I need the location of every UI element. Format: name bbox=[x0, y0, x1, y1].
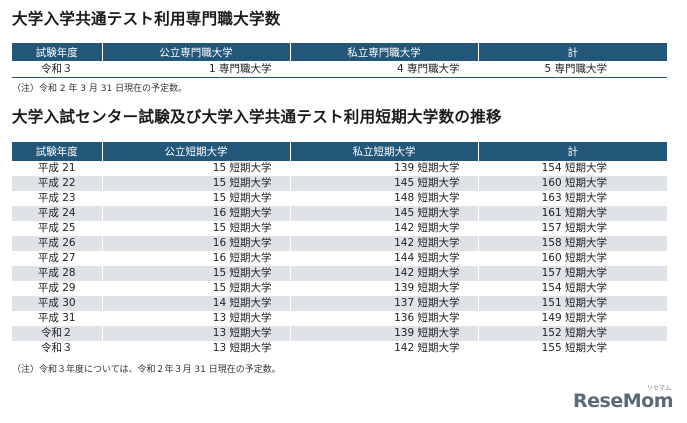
table-row: 令和３ 1 専門職大学 4 専門職大学 5 専門職大学 bbox=[12, 61, 667, 78]
table-row: 平成 31 13 短期大学 136 短期大学 149 短期大学 bbox=[12, 311, 667, 326]
private-count-cell: 136 短期大学 bbox=[290, 311, 479, 326]
private-count-cell: 139 短期大学 bbox=[290, 161, 479, 176]
total-count-cell: 154 短期大学 bbox=[478, 161, 667, 176]
private-count-cell: 148 短期大学 bbox=[290, 191, 479, 206]
private-count-cell: 145 短期大学 bbox=[290, 206, 479, 221]
public-count-cell: 13 短期大学 bbox=[102, 341, 291, 356]
private-count-cell: 144 短期大学 bbox=[290, 251, 479, 266]
total-count-cell: 158 短期大学 bbox=[478, 236, 667, 251]
section2-note: （注）令和３年度については、令和２年３月 31 日現在の予定数。 bbox=[12, 365, 281, 375]
private-count-cell: 145 短期大学 bbox=[290, 176, 479, 191]
total-count-cell: 154 短期大学 bbox=[478, 281, 667, 296]
table-row: 平成 30 14 短期大学 137 短期大学 151 短期大学 bbox=[12, 296, 667, 311]
table-row: 平成 22 15 短期大学 145 短期大学 160 短期大学 bbox=[12, 176, 667, 191]
logo-ruby: リセマム bbox=[646, 385, 671, 392]
header-cell: 試験年度 bbox=[12, 43, 103, 61]
header-cell: 計 bbox=[478, 43, 667, 61]
total-count-cell: 161 短期大学 bbox=[478, 206, 667, 221]
public-count-cell: 15 短期大学 bbox=[102, 191, 291, 206]
total-count-cell: 152 短期大学 bbox=[478, 326, 667, 341]
total-count-cell: 151 短期大学 bbox=[478, 296, 667, 311]
private-count-cell: 142 短期大学 bbox=[290, 266, 479, 281]
year-cell: 令和２ bbox=[12, 326, 103, 341]
junior-college-table: 試験年度 公立短期大学 私立短期大学 計 平成 21 15 短期大学 139 短期大… bbox=[12, 142, 667, 356]
public-count-cell: 15 短期大学 bbox=[102, 161, 291, 176]
table-row: 平成 24 16 短期大学 145 短期大学 161 短期大学 bbox=[12, 206, 667, 221]
private-count-cell: 139 短期大学 bbox=[290, 326, 479, 341]
total-count-cell: 160 短期大学 bbox=[478, 176, 667, 191]
year-cell: 平成 28 bbox=[12, 266, 103, 281]
table-row: 平成 26 16 短期大学 142 短期大学 158 短期大学 bbox=[12, 236, 667, 251]
resemom-logo: ReseMom bbox=[573, 390, 673, 412]
total-count-cell: 160 短期大学 bbox=[478, 251, 667, 266]
section2-title: 大学入試センター試験及び大学入学共通テスト利用短期大学数の推移 bbox=[12, 108, 502, 126]
year-cell: 平成 29 bbox=[12, 281, 103, 296]
header-cell: 公立短期大学 bbox=[102, 142, 291, 161]
private-count-cell: 139 短期大学 bbox=[290, 281, 479, 296]
header-cell: 私立短期大学 bbox=[290, 142, 479, 161]
table-header-row: 試験年度 公立短期大学 私立短期大学 計 bbox=[12, 142, 667, 161]
table-row: 令和３ 13 短期大学 142 短期大学 155 短期大学 bbox=[12, 341, 667, 356]
total-count-cell: 157 短期大学 bbox=[478, 266, 667, 281]
year-cell: 平成 22 bbox=[12, 176, 103, 191]
public-count-cell: 15 短期大学 bbox=[102, 221, 291, 236]
year-cell: 平成 30 bbox=[12, 296, 103, 311]
total-count-cell: 163 短期大学 bbox=[478, 191, 667, 206]
table-row: 平成 21 15 短期大学 139 短期大学 154 短期大学 bbox=[12, 161, 667, 176]
private-count-cell: 137 短期大学 bbox=[290, 296, 479, 311]
header-cell: 公立専門職大学 bbox=[102, 43, 291, 61]
year-cell: 平成 31 bbox=[12, 311, 103, 326]
year-cell: 平成 21 bbox=[12, 161, 103, 176]
total-count-cell: 5 専門職大学 bbox=[478, 61, 667, 78]
public-count-cell: 16 短期大学 bbox=[102, 251, 291, 266]
header-cell: 私立専門職大学 bbox=[290, 43, 479, 61]
table-row: 平成 23 15 短期大学 148 短期大学 163 短期大学 bbox=[12, 191, 667, 206]
public-count-cell: 1 専門職大学 bbox=[102, 61, 291, 78]
year-cell: 平成 25 bbox=[12, 221, 103, 236]
year-cell: 平成 23 bbox=[12, 191, 103, 206]
private-count-cell: 142 短期大学 bbox=[290, 221, 479, 236]
public-count-cell: 16 短期大学 bbox=[102, 206, 291, 221]
header-cell: 計 bbox=[478, 142, 667, 161]
specialized-college-table: 試験年度 公立専門職大学 私立専門職大学 計 令和３ 1 専門職大学 4 専門職… bbox=[12, 43, 667, 78]
table-row: 平成 28 15 短期大学 142 短期大学 157 短期大学 bbox=[12, 266, 667, 281]
table-row: 平成 27 16 短期大学 144 短期大学 160 短期大学 bbox=[12, 251, 667, 266]
section1-title: 大学入学共通テスト利用専門職大学数 bbox=[12, 10, 281, 28]
public-count-cell: 14 短期大学 bbox=[102, 296, 291, 311]
public-count-cell: 15 短期大学 bbox=[102, 176, 291, 191]
year-cell: 令和３ bbox=[12, 61, 103, 78]
private-count-cell: 4 専門職大学 bbox=[290, 61, 479, 78]
private-count-cell: 142 短期大学 bbox=[290, 236, 479, 251]
table-row: 平成 29 15 短期大学 139 短期大学 154 短期大学 bbox=[12, 281, 667, 296]
year-cell: 令和３ bbox=[12, 341, 103, 356]
public-count-cell: 13 短期大学 bbox=[102, 311, 291, 326]
total-count-cell: 149 短期大学 bbox=[478, 311, 667, 326]
table-header-row: 試験年度 公立専門職大学 私立専門職大学 計 bbox=[12, 43, 667, 61]
year-cell: 平成 24 bbox=[12, 206, 103, 221]
public-count-cell: 13 短期大学 bbox=[102, 326, 291, 341]
year-cell: 平成 26 bbox=[12, 236, 103, 251]
public-count-cell: 15 短期大学 bbox=[102, 281, 291, 296]
header-cell: 試験年度 bbox=[12, 142, 103, 161]
year-cell: 平成 27 bbox=[12, 251, 103, 266]
table-row: 令和２ 13 短期大学 139 短期大学 152 短期大学 bbox=[12, 326, 667, 341]
private-count-cell: 142 短期大学 bbox=[290, 341, 479, 356]
public-count-cell: 15 短期大学 bbox=[102, 266, 291, 281]
table-row: 平成 25 15 短期大学 142 短期大学 157 短期大学 bbox=[12, 221, 667, 236]
total-count-cell: 155 短期大学 bbox=[478, 341, 667, 356]
section1-note: （注）令和 2 年 3 月 31 日現在の予定数。 bbox=[12, 84, 188, 94]
public-count-cell: 16 短期大学 bbox=[102, 236, 291, 251]
total-count-cell: 157 短期大学 bbox=[478, 221, 667, 236]
